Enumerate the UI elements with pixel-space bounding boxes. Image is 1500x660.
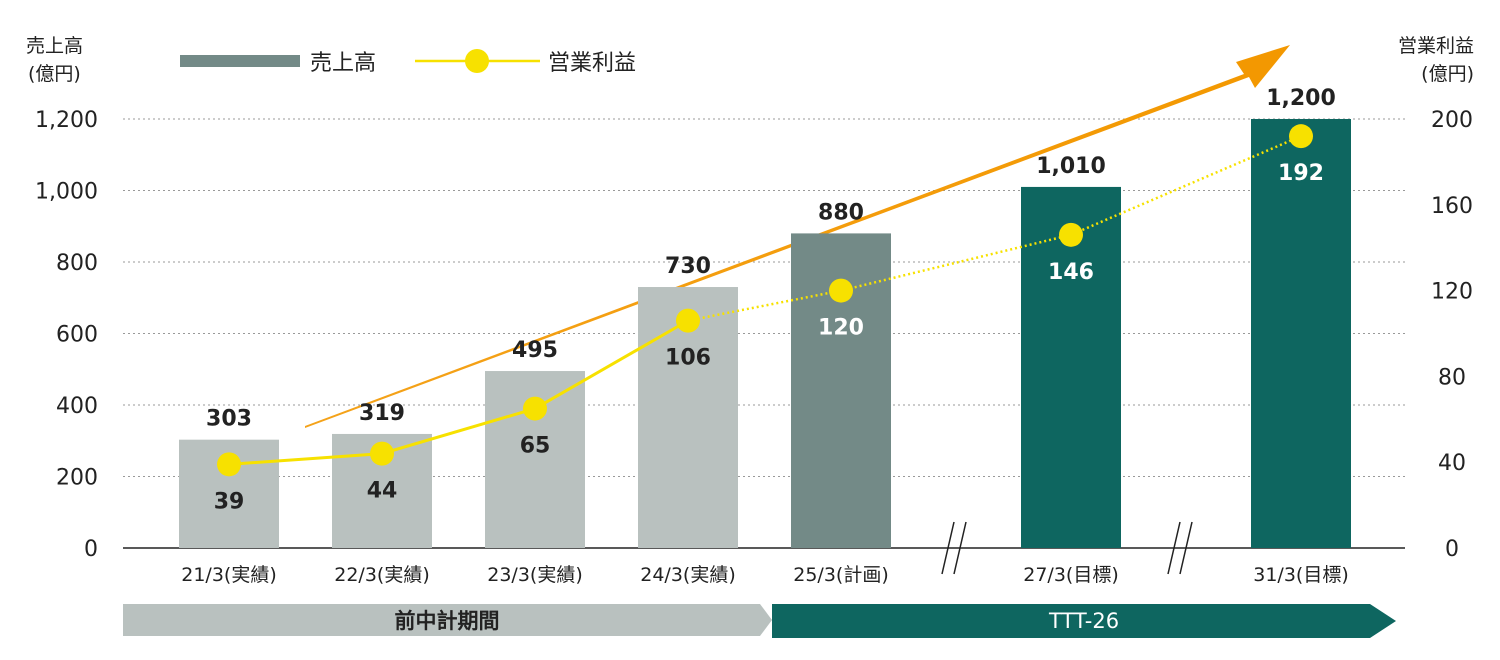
profit-value-label: 120: [818, 316, 864, 341]
profit-point: [829, 278, 853, 303]
right-axis-tick-label: 120: [1431, 280, 1473, 305]
sales-value-label: 730: [665, 254, 711, 279]
category-label: 22/3(実績): [334, 564, 430, 586]
left-axis-tick-label: 1,000: [35, 180, 98, 205]
category-label: 27/3(目標): [1023, 564, 1119, 586]
left-axis-tick-label: 600: [56, 323, 98, 348]
profit-point: [523, 396, 547, 421]
profit-value-label: 44: [367, 479, 398, 504]
category-label: 31/3(目標): [1253, 564, 1349, 586]
left-axis-tick-label: 1,200: [35, 108, 98, 133]
legend-sales-swatch: [180, 55, 300, 67]
sales-value-label: 1,200: [1266, 86, 1336, 111]
period-label-previous: 前中計期間: [395, 609, 500, 633]
category-label: 23/3(実績): [487, 564, 583, 586]
sales-value-label: 495: [512, 338, 558, 363]
sales-value-label: 1,010: [1036, 154, 1106, 179]
axis-break-2: [1167, 521, 1193, 575]
left-axis-tick-label: 800: [56, 251, 98, 276]
axis-break-1: [941, 521, 967, 575]
profit-point: [370, 441, 394, 466]
right-axis-tick-label: 40: [1438, 451, 1466, 476]
profit-line-actual: [228, 319, 689, 466]
left-axis-tick-label: 400: [56, 394, 98, 419]
left-axis-tick-label: 200: [56, 466, 98, 491]
legend-profit-label: 営業利益: [548, 51, 636, 76]
left-axis-title-line2: (億円): [28, 63, 81, 85]
sales-value-label: 303: [206, 407, 252, 432]
sales-value-label: 880: [818, 200, 864, 225]
right-axis-title-line2: (億円): [1421, 63, 1474, 85]
left-axis-tick-label: 0: [84, 537, 98, 562]
period-label-ttt26: TTT-26: [1048, 609, 1119, 633]
period-arrow-ttt26: [772, 604, 1396, 638]
category-label: 24/3(実績): [640, 564, 736, 586]
profit-value-label: 192: [1278, 161, 1324, 186]
profit-point: [1289, 124, 1313, 149]
legend-profit-marker: [465, 49, 489, 73]
sales-bar: [1251, 119, 1351, 548]
sales-value-label: 319: [359, 401, 405, 426]
category-label: 21/3(実績): [181, 564, 277, 586]
profit-value-label: 106: [665, 346, 711, 371]
category-label: 25/3(計画): [793, 564, 889, 586]
right-axis-title-line1: 営業利益: [1398, 35, 1474, 57]
legend-sales-label: 売上高: [310, 51, 376, 76]
profit-point: [676, 308, 700, 333]
right-axis-tick-label: 160: [1431, 194, 1473, 219]
growth-trend-arrow: [305, 45, 1290, 428]
profit-line-forecast: [687, 135, 1302, 322]
sales-bar: [1021, 186, 1121, 549]
right-axis-tick-label: 80: [1438, 365, 1466, 390]
profit-value-label: 65: [520, 434, 551, 459]
profit-point: [217, 452, 241, 477]
profit-point: [1059, 222, 1083, 247]
period-arrow-previous: [123, 604, 772, 636]
right-axis-tick-label: 0: [1445, 537, 1459, 562]
right-axis-tick-label: 200: [1431, 108, 1473, 133]
profit-value-label: 146: [1048, 260, 1094, 285]
left-axis-title-line1: 売上高: [26, 35, 83, 57]
profit-value-label: 39: [214, 489, 245, 514]
